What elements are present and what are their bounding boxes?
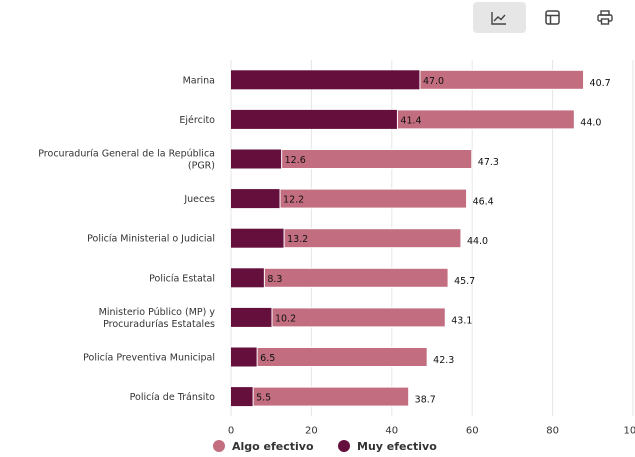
category-label: Policía Estatal — [149, 273, 215, 284]
bar-muy-efectivo[interactable] — [231, 268, 265, 288]
legend-swatch-algo — [213, 440, 225, 452]
line-chart-icon — [491, 11, 507, 25]
bar-algo-efectivo[interactable] — [283, 228, 462, 249]
legend-item-algo[interactable]: Algo efectivo — [213, 440, 314, 453]
x-axis-ticks: 0 20 40 60 80 100 — [228, 425, 635, 436]
bar-algo-efectivo[interactable] — [256, 347, 428, 367]
category-label: Policía Preventiva Municipal — [83, 353, 215, 364]
bar-muy-efectivo[interactable] — [231, 189, 281, 209]
value-label-algo: 42.3 — [433, 355, 454, 366]
x-tick-label: 60 — [466, 425, 479, 436]
value-label-muy: 5.5 — [256, 393, 271, 404]
value-label-muy: 41.4 — [400, 115, 421, 126]
bar-algo-efectivo[interactable] — [419, 69, 585, 90]
value-label-muy: 10.2 — [275, 313, 296, 324]
legend-item-muy[interactable]: Muy efectivo — [338, 440, 437, 453]
category-label: Policía de Tránsito — [130, 392, 216, 403]
value-label-algo: 47.3 — [478, 157, 499, 168]
bar-muy-efectivo[interactable] — [231, 149, 282, 169]
value-label-muy: 47.0 — [423, 76, 444, 87]
category-label: (PGR) — [188, 161, 215, 172]
legend-swatch-muy — [338, 440, 350, 452]
value-label-algo: 44.0 — [580, 117, 601, 128]
category-label: Policía Ministerial o Judicial — [87, 234, 215, 245]
value-label-algo: 45.7 — [454, 276, 475, 287]
bar-muy-efectivo[interactable] — [231, 228, 285, 248]
line-chart-view-button[interactable] — [473, 2, 526, 33]
category-label: Procuraduría General de la República — [38, 149, 215, 160]
value-label-algo: 44.0 — [467, 236, 488, 247]
bar-muy-efectivo[interactable] — [231, 109, 398, 129]
value-label-muy: 12.6 — [285, 155, 306, 166]
value-label-algo: 38.7 — [415, 395, 436, 406]
bars: 47.0 40.7 41.4 44.0 12.6 47.3 12.2 46.4 13.2 44.0… — [231, 69, 611, 407]
printer-icon — [596, 10, 613, 25]
bar-algo-efectivo[interactable] — [281, 149, 473, 169]
category-label: Ministerio Público (MP) y — [99, 307, 216, 318]
value-label-muy: 8.3 — [267, 274, 282, 285]
x-tick-label: 0 — [228, 425, 234, 436]
category-label: Ejército — [179, 115, 215, 126]
value-label-muy: 6.5 — [260, 353, 275, 364]
x-tick-label: 20 — [305, 425, 318, 436]
bar-muy-efectivo[interactable] — [231, 70, 420, 90]
bar-algo-efectivo[interactable] — [252, 386, 410, 407]
chart-toolbar — [473, 2, 632, 33]
value-label-muy: 13.2 — [287, 234, 308, 245]
category-label: Jueces — [183, 194, 215, 205]
category-label: Marina — [183, 75, 215, 86]
legend: Algo efectivo Muy efectivo — [213, 440, 437, 453]
legend-label-algo: Algo efectivo — [232, 440, 314, 453]
table-view-button[interactable] — [525, 2, 579, 33]
bar-algo-efectivo[interactable] — [271, 307, 446, 328]
value-label-algo: 43.1 — [451, 315, 472, 326]
value-label-muy: 12.2 — [283, 195, 304, 206]
bar-muy-efectivo[interactable] — [231, 307, 273, 327]
bar-algo-efectivo[interactable] — [263, 267, 449, 288]
bar-algo-efectivo[interactable] — [396, 109, 575, 130]
legend-label-muy: Muy efectivo — [357, 440, 437, 453]
x-tick-label: 40 — [385, 425, 398, 436]
table-icon — [544, 10, 560, 25]
category-labels: Marina Ejército Procuraduría General de la… — [38, 75, 215, 403]
print-button[interactable] — [578, 2, 632, 33]
value-label-algo: 40.7 — [590, 78, 611, 89]
value-label-algo: 46.4 — [473, 197, 494, 208]
bar-muy-efectivo[interactable] — [231, 347, 258, 367]
x-tick-label: 100 — [623, 425, 635, 436]
bar-algo-efectivo[interactable] — [279, 188, 468, 209]
x-tick-label: 80 — [546, 425, 559, 436]
category-label: Procuradurías Estatales — [103, 319, 215, 330]
bar-muy-efectivo[interactable] — [231, 387, 254, 407]
